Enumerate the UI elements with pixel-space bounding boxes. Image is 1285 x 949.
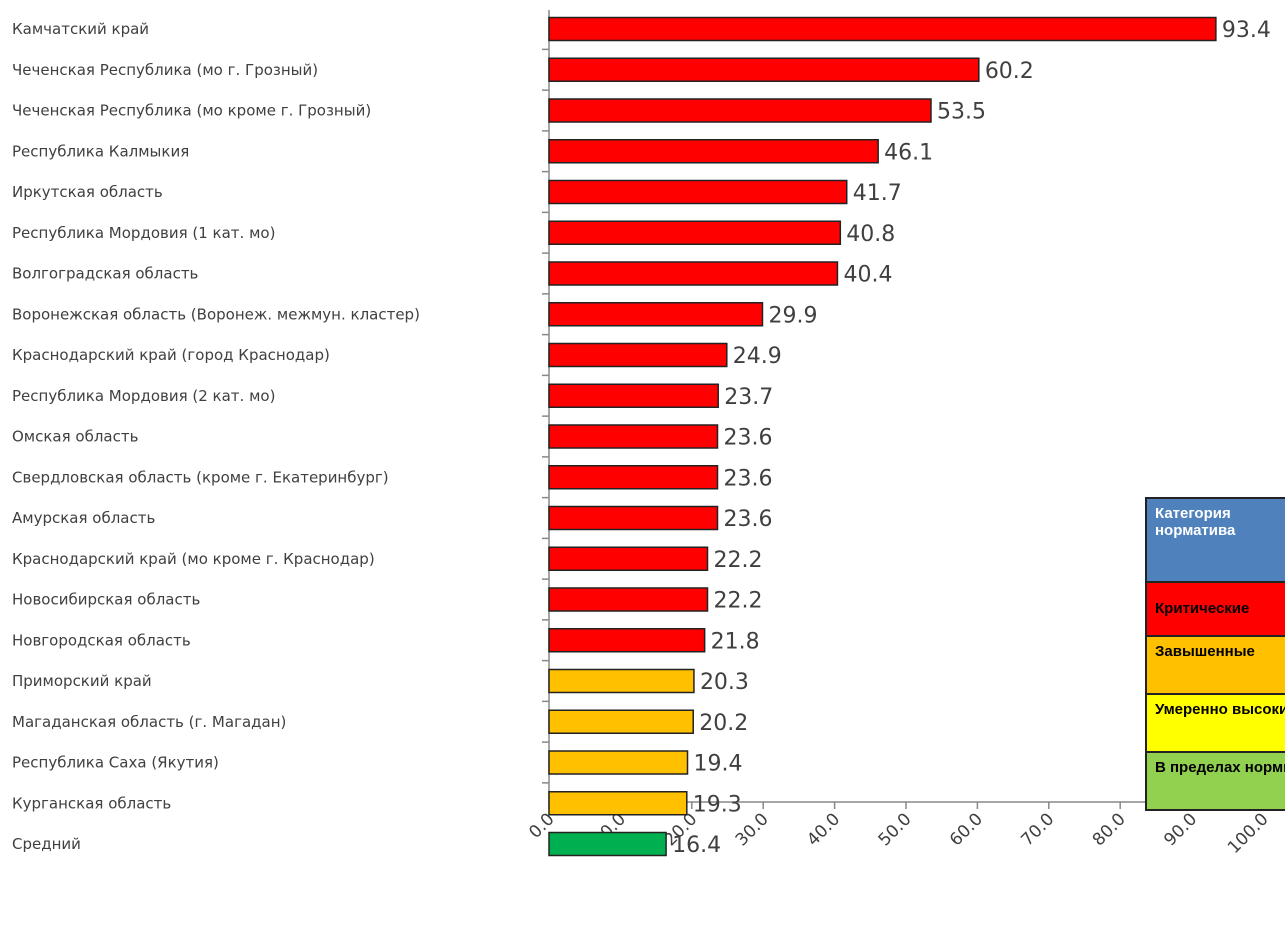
bar [548, 98, 932, 123]
x-tick-label: 50.0 [875, 809, 916, 850]
bar [548, 16, 1217, 42]
bar [548, 179, 848, 205]
legend: Категория норматива Критические Завышенн… [1145, 497, 1285, 811]
bar [548, 791, 688, 816]
category-label: Республика Мордовия (1 кат. мо) [12, 224, 275, 242]
category-label: Амурская область [12, 509, 155, 527]
bar [548, 139, 879, 164]
bar [548, 302, 764, 327]
data-label: 23.6 [724, 507, 773, 532]
x-tick-label: 90.0 [1160, 809, 1201, 850]
bars [548, 16, 1217, 857]
category-label: Свердловская область (кроме г. Екатеринб… [12, 468, 389, 486]
legend-item-elevated: Завышенные [1147, 635, 1285, 693]
category-label: Новгородская область [12, 631, 191, 649]
bar [548, 628, 706, 653]
data-label: 23.7 [724, 385, 773, 410]
category-label: Омская область [12, 428, 138, 446]
category-label: Республика Саха (Якутия) [12, 754, 219, 772]
data-label: 40.8 [846, 222, 895, 247]
bar [548, 424, 719, 449]
x-tick-label: 60.0 [946, 809, 987, 850]
category-label: Камчатский край [12, 20, 149, 38]
category-label: Магаданская область (г. Магадан) [12, 713, 286, 731]
bar [548, 220, 842, 245]
category-label: Курганская область [12, 794, 171, 812]
bar [548, 831, 667, 857]
bar [548, 383, 719, 408]
data-label: 93.4 [1222, 18, 1271, 43]
data-label: 60.2 [985, 59, 1034, 84]
data-label: 23.6 [724, 466, 773, 491]
bar [548, 465, 719, 490]
data-label: 21.8 [711, 629, 760, 654]
data-label: 20.3 [700, 670, 749, 695]
data-label: 20.2 [699, 711, 748, 736]
bar [548, 668, 695, 694]
data-label: 46.1 [884, 140, 933, 165]
data-label: 41.7 [853, 181, 902, 206]
x-tick-label: 40.0 [803, 809, 844, 850]
category-label: Новосибирская область [12, 591, 200, 609]
category-label: Чеченская Республика (мо кроме г. Грозны… [12, 102, 371, 120]
bar [548, 587, 709, 612]
category-label: Воронежская область (Воронеж. межмун. кл… [12, 305, 420, 323]
bar [548, 750, 689, 775]
category-label: Иркутская область [12, 183, 163, 201]
legend-item-moderate: Умеренно высокие [1147, 693, 1285, 751]
legend-header: Категория норматива [1147, 499, 1285, 581]
bar [548, 57, 980, 82]
legend-item-critical: Критические [1147, 581, 1285, 635]
category-label: Чеченская Республика (мо г. Грозный) [12, 61, 318, 79]
category-label: Приморский край [12, 672, 152, 690]
category-label: Средний [12, 835, 81, 853]
data-label: 29.9 [768, 303, 817, 328]
category-label: Республика Калмыкия [12, 142, 189, 160]
bar [548, 505, 719, 531]
bar [548, 709, 694, 734]
data-label: 40.4 [843, 263, 892, 288]
legend-item-normal: В пределах нормы [1147, 751, 1285, 809]
data-label: 19.4 [694, 752, 743, 777]
data-label: 53.5 [937, 100, 986, 125]
bar [548, 261, 839, 286]
data-label: 24.9 [733, 344, 782, 369]
labels: Камчатский край 93.4 Чеченская Республика … [12, 18, 1271, 858]
x-tick-label: 70.0 [1017, 809, 1058, 850]
data-label: 23.6 [724, 426, 773, 451]
category-label: Краснодарский край (город Краснодар) [12, 346, 330, 364]
data-label: 22.2 [714, 548, 763, 573]
data-label: 16.4 [672, 833, 721, 858]
bar [548, 342, 728, 368]
category-label: Краснодарский край (мо кроме г. Краснода… [12, 550, 375, 568]
bar [548, 546, 709, 571]
x-tick-label: 80.0 [1089, 809, 1130, 850]
category-label: Республика Мордовия (2 кат. мо) [12, 387, 275, 405]
category-label: Волгоградская область [12, 265, 198, 283]
data-label: 19.3 [693, 792, 742, 817]
x-tick-label: 100.0 [1224, 809, 1273, 858]
data-label: 22.2 [714, 589, 763, 614]
